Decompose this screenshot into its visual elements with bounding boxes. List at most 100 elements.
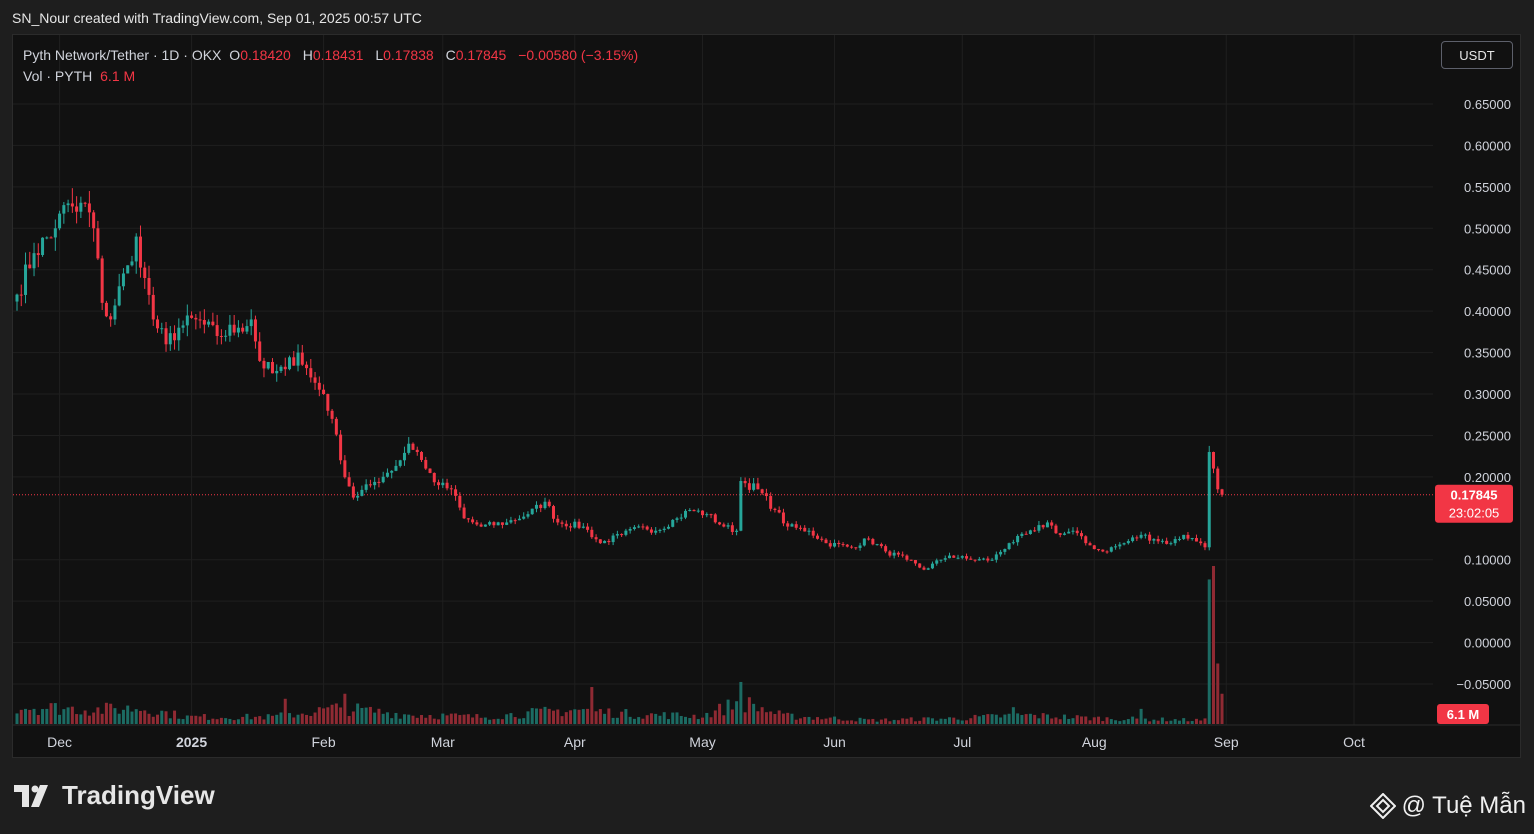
- volume-bar: [381, 713, 385, 724]
- volume-bar: [1122, 720, 1126, 724]
- volume-bar: [977, 716, 981, 724]
- volume-bar: [70, 706, 74, 724]
- volume-bar: [973, 714, 977, 724]
- volume-bar: [803, 716, 807, 724]
- volume-bar: [569, 710, 573, 724]
- volume-bar: [500, 719, 504, 724]
- candle-body: [181, 325, 185, 328]
- volume-bar: [952, 717, 956, 724]
- candle-body: [1135, 537, 1139, 539]
- volume-bar: [845, 720, 849, 724]
- candle-body: [586, 526, 590, 530]
- candle-body: [624, 530, 628, 535]
- tradingview-logo[interactable]: TradingView: [14, 780, 215, 811]
- candle-body: [236, 327, 240, 333]
- volume-bar: [867, 719, 871, 724]
- volume-bar: [926, 717, 930, 724]
- candle-body: [53, 228, 57, 238]
- candles: [15, 188, 1224, 571]
- candle-body: [1109, 547, 1113, 552]
- candle-body: [901, 554, 905, 556]
- candle-body: [1194, 538, 1198, 542]
- candle-body: [41, 237, 45, 256]
- candle-body: [151, 294, 155, 320]
- candle-body: [522, 516, 526, 519]
- volume-bar: [232, 720, 236, 724]
- time-tick-label: 2025: [176, 734, 207, 750]
- candle-body: [1097, 549, 1101, 551]
- volume-bar: [986, 714, 990, 724]
- volume-bar: [833, 716, 837, 724]
- candle-body: [1143, 534, 1147, 536]
- volume-bar: [458, 715, 462, 724]
- candle-body: [1088, 543, 1092, 546]
- volume-bar: [1024, 714, 1028, 724]
- candle-body: [411, 443, 415, 450]
- candle-body: [1092, 545, 1096, 550]
- volume-bar: [773, 713, 777, 724]
- volume-bar: [965, 720, 969, 724]
- candle-body: [168, 333, 172, 345]
- volume-bar: [479, 717, 483, 724]
- volume-bar: [134, 709, 138, 724]
- volume-bar: [156, 714, 160, 724]
- candle-body: [581, 526, 585, 528]
- volume-bar: [1003, 714, 1007, 724]
- volume-bar: [1041, 713, 1045, 724]
- volume-bar: [211, 718, 215, 724]
- currency-button[interactable]: USDT: [1441, 41, 1513, 69]
- candle-body: [500, 522, 504, 525]
- volume-bar: [66, 707, 70, 724]
- volume-bar: [394, 712, 398, 724]
- volume-bar: [756, 711, 760, 724]
- candle-body: [798, 527, 802, 529]
- candle-body: [1160, 540, 1164, 542]
- candle-body: [543, 501, 547, 509]
- price-tick-label: 0.05000: [1464, 594, 1511, 609]
- low-value: 0.17838: [383, 47, 434, 63]
- candle-body: [28, 264, 32, 269]
- price-tick-label: −0.05000: [1456, 677, 1511, 692]
- volume-bar: [24, 708, 28, 724]
- volume-bar: [143, 710, 147, 724]
- volume-bar: [1016, 713, 1020, 724]
- volume-bar: [722, 715, 726, 724]
- candle-body: [228, 324, 232, 336]
- volume-bar: [999, 717, 1003, 724]
- volume-bar: [245, 713, 249, 724]
- candlestick-chart[interactable]: 0.65000 0.60000 0.55000 0.50000 0.45000 0.400…: [13, 35, 1520, 757]
- candle-body: [688, 510, 692, 512]
- symbol-title[interactable]: Pyth Network/Tether · 1D · OKX: [23, 47, 222, 63]
- volume-bar: [688, 718, 692, 724]
- candle-body: [92, 212, 96, 229]
- volume-row: Vol · PYTH 6.1 M: [23, 66, 646, 87]
- volume-bar: [530, 708, 534, 724]
- volume-bar: [1033, 714, 1037, 724]
- volume-bar: [262, 719, 266, 724]
- candle-body: [377, 481, 381, 483]
- candle-body: [449, 488, 453, 490]
- volume-bar: [283, 698, 287, 724]
- candle-body: [343, 460, 347, 478]
- candle-body: [1054, 525, 1058, 534]
- candle-body: [364, 484, 368, 490]
- candle-body: [458, 495, 462, 508]
- chart-area[interactable]: 0.65000 0.60000 0.55000 0.50000 0.45000 0.400…: [12, 34, 1521, 758]
- volume-label[interactable]: Vol · PYTH: [23, 68, 93, 84]
- candle-body: [577, 521, 581, 528]
- candle-body: [279, 366, 283, 371]
- candle-body: [45, 237, 49, 239]
- volume-bar: [556, 709, 560, 724]
- candle-body: [58, 213, 62, 229]
- time-tick-label: Mar: [431, 734, 455, 750]
- candle-body: [875, 544, 879, 546]
- volume-bar: [990, 714, 994, 724]
- candle-body: [598, 539, 602, 544]
- candle-body: [360, 489, 364, 496]
- candle-body: [1182, 534, 1186, 539]
- volume-bar: [547, 708, 551, 724]
- volume-bar: [177, 718, 181, 724]
- volume-bar: [777, 710, 781, 724]
- volume-bar: [786, 712, 790, 724]
- candle-body: [965, 556, 969, 559]
